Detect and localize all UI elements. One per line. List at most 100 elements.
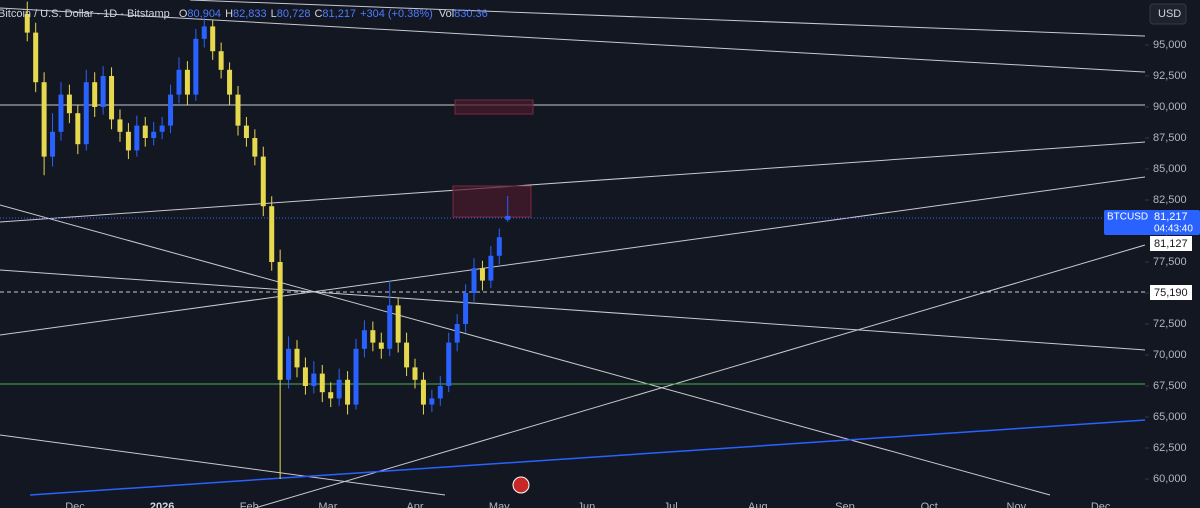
price-axis [1145,0,1200,508]
x-tick-label: May [489,501,510,508]
volume-key: Vol [439,8,454,20]
y-tick-label: 60,000 [1153,473,1187,485]
y-tick-label: 90,000 [1153,101,1187,113]
candle-body [117,119,123,132]
x-tick-label: Oct [921,501,938,508]
candle-body [277,261,283,380]
candle-body [420,379,426,405]
candle-body [361,330,367,349]
candle-body [168,94,174,126]
ohlc-key: O [179,8,188,20]
trend-line [0,141,1146,223]
candle-body [378,342,384,349]
candle-body [151,131,157,139]
candle-body [243,125,249,139]
candle-body [227,69,233,95]
candle-body [201,26,207,39]
trend-line [29,419,1146,496]
y-tick-label: 92,500 [1153,70,1187,82]
trend-line [0,269,1146,351]
level-label: 75,190 [1154,287,1188,299]
candle-body [92,82,98,108]
drawings [0,0,1146,508]
candle-body [109,76,115,120]
candle-body [100,76,106,108]
candle-body [41,82,47,157]
candle-body [437,385,443,399]
candle-body [395,305,401,343]
candle-body [184,69,190,95]
candle-body [134,125,140,151]
ohlc-value: 81,217 [322,8,356,20]
ohlc-value: 80,904 [187,8,221,20]
chart-header: Bitcoin / U.S. Dollar · 1D · Bitstamp O8… [0,8,488,20]
candle-body [412,367,418,380]
candle-body [176,69,182,95]
candle-body [210,26,216,52]
x-tick-label: Dec [65,501,85,508]
level-tag [1150,236,1192,251]
candle-body [454,323,460,343]
y-tick-label: 82,500 [1153,194,1187,206]
candle-body [479,268,485,281]
x-tick-label: Feb [240,501,259,508]
trend-line [189,0,1146,37]
price-tag [1104,210,1200,235]
candle-body [463,292,469,324]
x-tick-label: Nov [1007,501,1027,508]
candle-body [75,113,81,145]
event-icon[interactable] [512,476,530,494]
candle-body [159,125,165,132]
candle-body [336,379,342,399]
candle-body [252,138,258,157]
candle-body [345,379,351,405]
candle-body [58,94,64,132]
currency-label: USD [1158,8,1181,20]
currency-button[interactable] [1149,3,1187,25]
candle-body [496,237,502,256]
x-tick-label: Dec [1091,501,1111,508]
change: +304 (+0.38%) [360,8,433,20]
x-tick-label: Jun [578,501,596,508]
trend-line [0,7,1146,73]
y-tick-label: 85,000 [1153,163,1187,175]
candle-body [218,51,224,70]
y-tick-label: 65,000 [1153,411,1187,423]
candle-body [50,131,56,157]
x-tick-label: Sep [835,501,855,508]
x-tick-label: Apr [406,501,423,508]
candle-body [83,82,89,145]
candle-body [66,94,72,114]
y-tick-label: 77,500 [1153,256,1187,268]
y-tick-label: 95,000 [1153,39,1187,51]
price-tag-label: 81,217 [1154,211,1188,223]
candle-body [294,348,300,368]
zone [454,99,534,115]
chart-title: Bitcoin / U.S. Dollar · 1D · Bitstamp [0,8,170,20]
candle-body [446,342,452,386]
trend-line [0,176,1146,336]
candle-body [142,125,148,139]
trend-line [0,434,446,496]
zone [452,185,532,218]
ohlc-key: H [225,8,233,20]
trend-line [0,204,1051,496]
candle-body [328,392,334,399]
candle-body [404,342,410,368]
candle-body [235,94,241,126]
candle-body [505,215,511,220]
symbol-tag: BTCUSD [1107,212,1148,223]
candle-body [387,305,393,349]
candle-body [33,32,39,83]
y-tick-label: 67,500 [1153,380,1187,392]
candle-body [370,330,376,343]
candle-body [302,367,308,386]
candle-body [193,38,199,95]
candle-body [269,206,275,262]
countdown: 04:43:40 [1154,224,1193,235]
y-tick-label: 72,500 [1153,318,1187,330]
ohlc-key: L [271,8,277,20]
candle-body [260,156,266,207]
